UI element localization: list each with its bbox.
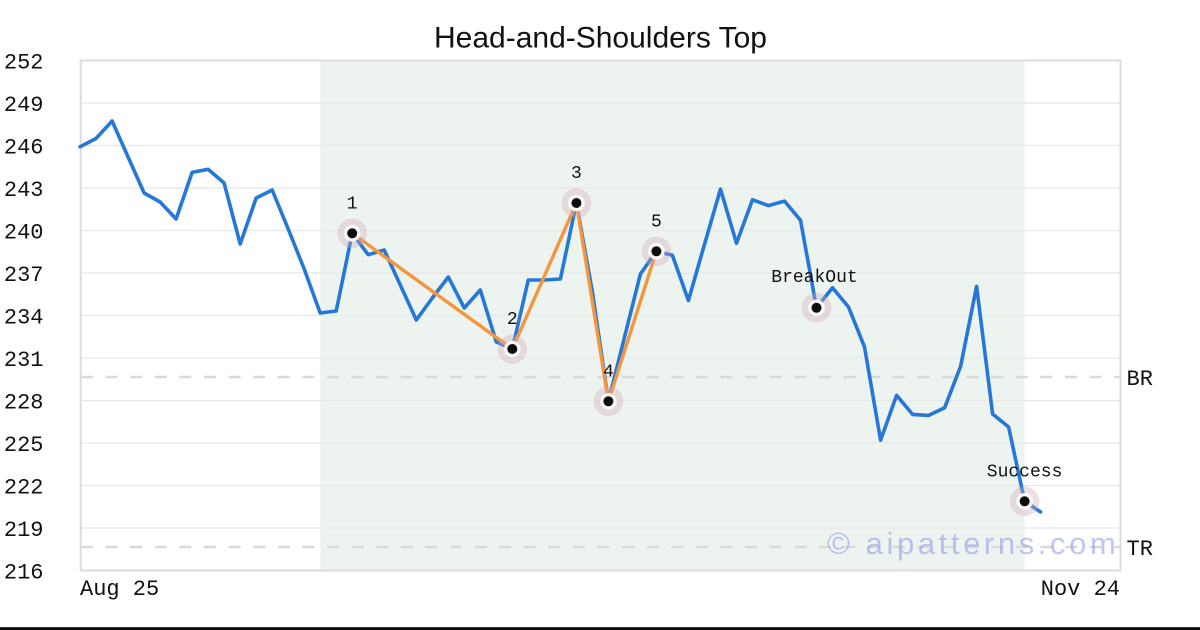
svg-text:240: 240: [4, 221, 44, 246]
svg-text:BR: BR: [1127, 367, 1153, 392]
svg-text:237: 237: [4, 263, 44, 288]
svg-text:252: 252: [4, 51, 44, 76]
svg-text:Head-and-Shoulders Top: Head-and-Shoulders Top: [434, 22, 767, 55]
svg-text:249: 249: [4, 93, 44, 118]
svg-text:Nov 24: Nov 24: [1041, 577, 1120, 602]
svg-text:225: 225: [4, 433, 44, 458]
svg-text:219: 219: [4, 518, 44, 543]
svg-text:TR: TR: [1127, 537, 1153, 562]
svg-text:231: 231: [4, 348, 44, 373]
svg-text:234: 234: [4, 306, 44, 331]
svg-text:216: 216: [4, 561, 44, 586]
svg-text:BreakOut: BreakOut: [771, 268, 857, 288]
svg-text:2: 2: [507, 310, 518, 330]
svg-text:Aug 25: Aug 25: [80, 577, 159, 602]
svg-text:222: 222: [4, 476, 44, 501]
svg-text:1: 1: [347, 194, 358, 214]
svg-text:4: 4: [603, 362, 614, 382]
svg-text:3: 3: [571, 164, 582, 184]
svg-text:228: 228: [4, 391, 44, 416]
svg-text:243: 243: [4, 178, 44, 203]
svg-text:Success: Success: [987, 462, 1063, 482]
svg-text:246: 246: [4, 136, 44, 161]
svg-text:© aipatterns.com: © aipatterns.com: [827, 526, 1119, 561]
svg-text:5: 5: [651, 212, 662, 232]
